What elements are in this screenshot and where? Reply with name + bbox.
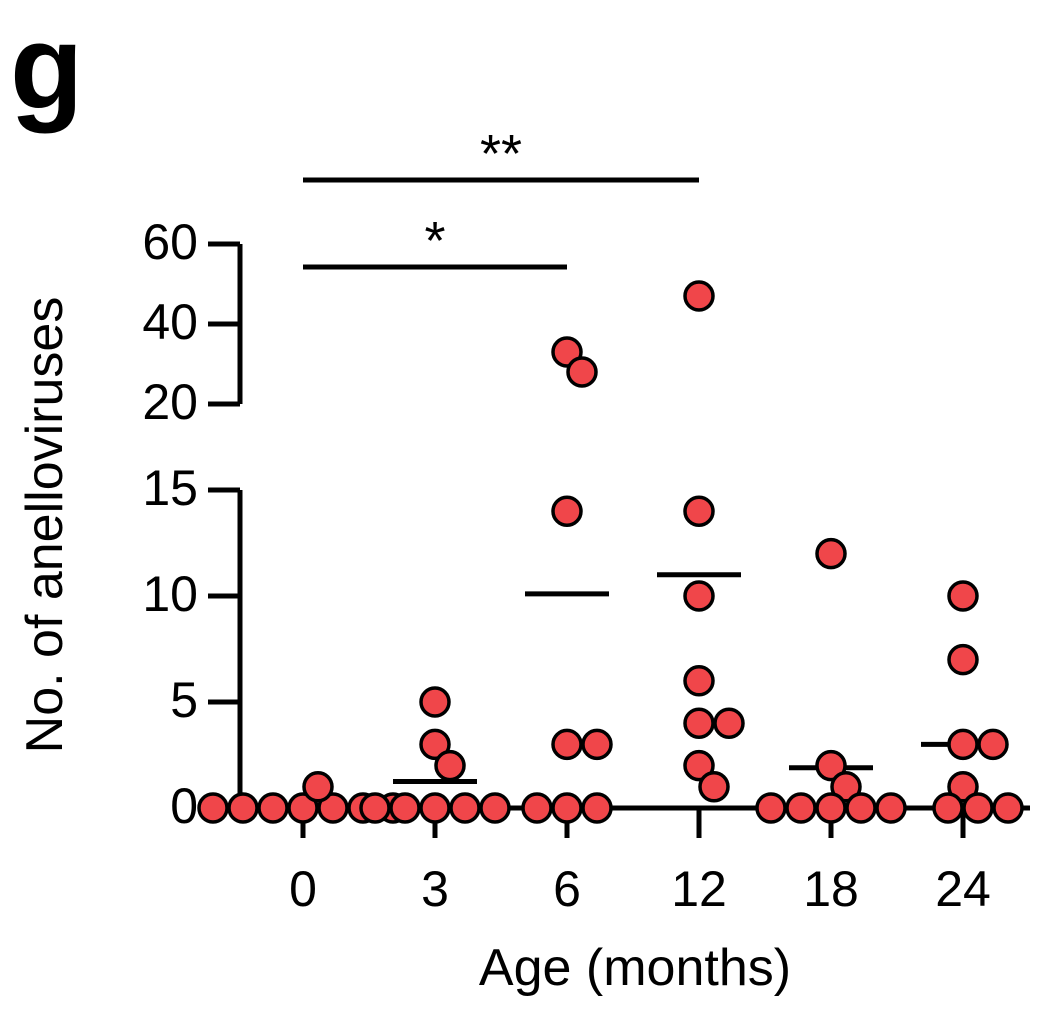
data-point (683, 495, 715, 527)
data-point (197, 792, 229, 824)
data-point (419, 792, 451, 824)
significance-label: ** (480, 124, 522, 184)
data-point (977, 728, 1009, 761)
data-point (227, 792, 259, 824)
data-point (434, 749, 466, 782)
data-point (389, 792, 421, 824)
significance-label: * (424, 211, 445, 271)
data-point (449, 792, 481, 824)
data-point (419, 686, 451, 718)
x-tick-label: 3 (421, 861, 449, 917)
data-point (713, 707, 745, 739)
x-tick-label: 12 (671, 861, 727, 917)
data-point (479, 792, 511, 824)
data-point (932, 792, 964, 824)
data-point (875, 792, 907, 824)
data-point (521, 792, 553, 824)
data-point (683, 707, 715, 739)
data-point (566, 356, 598, 388)
data-point (698, 771, 730, 803)
data-point (947, 643, 979, 676)
y-tick-label: 60 (142, 214, 198, 270)
x-tick-label: 18 (803, 861, 859, 917)
data-point (815, 792, 847, 824)
data-point (683, 749, 715, 782)
data-point (815, 749, 847, 782)
y-tick-label: 5 (170, 672, 198, 728)
data-point (683, 665, 715, 697)
data-point (683, 280, 715, 312)
data-point (992, 792, 1024, 824)
data-point (785, 792, 817, 824)
data-point (287, 792, 319, 824)
y-tick-label: 40 (142, 294, 198, 350)
data-point (317, 792, 349, 824)
data-point (947, 728, 979, 761)
data-point (815, 537, 847, 570)
data-point (581, 728, 613, 761)
data-point (551, 792, 583, 824)
data-point (845, 792, 877, 824)
data-point (755, 792, 787, 824)
y-tick-label: 20 (142, 374, 198, 430)
data-point (683, 580, 715, 612)
data-point (419, 728, 451, 761)
data-point (302, 771, 334, 803)
y-axis-label: No. of anelloviruses (16, 297, 74, 754)
data-point (947, 771, 979, 803)
data-point (581, 792, 613, 824)
data-point (947, 580, 979, 612)
panel-label: g (10, 0, 83, 134)
y-tick-label: 0 (170, 778, 198, 834)
data-point (962, 792, 994, 824)
data-point (551, 495, 583, 527)
data-point (551, 728, 583, 761)
x-tick-label: 0 (289, 861, 317, 917)
data-point (359, 792, 391, 824)
y-tick-label: 15 (142, 460, 198, 516)
x-axis-label: Age (months) (479, 939, 791, 997)
y-tick-label: 10 (142, 566, 198, 622)
data-point (830, 771, 862, 803)
x-tick-label: 24 (935, 861, 991, 917)
data-point (257, 792, 289, 824)
x-tick-label: 6 (553, 861, 581, 917)
